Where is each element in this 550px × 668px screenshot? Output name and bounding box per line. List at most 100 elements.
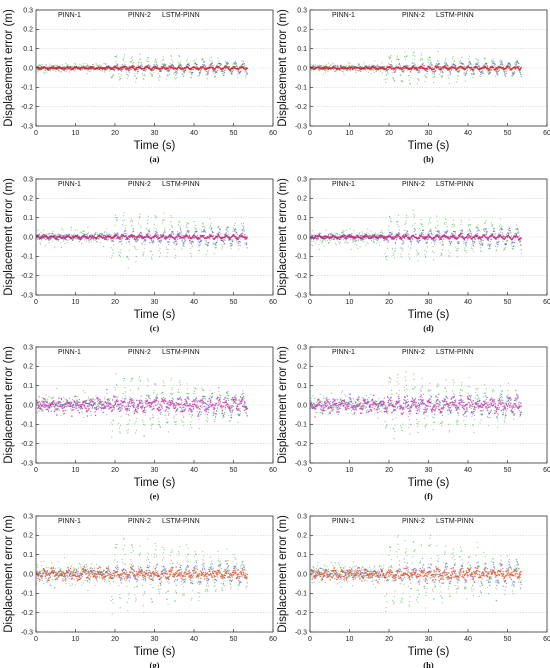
data-point [120, 251, 122, 253]
data-point [495, 75, 497, 78]
data-point [496, 241, 498, 243]
data-point [164, 66, 166, 69]
data-point [402, 240, 404, 243]
data-point [60, 246, 63, 249]
data-point [423, 250, 426, 252]
data-point [51, 240, 54, 242]
data-point [447, 249, 449, 252]
data-point [232, 227, 235, 229]
data-point [431, 64, 433, 66]
data-point [54, 237, 57, 239]
data-point [335, 65, 337, 67]
data-point [484, 58, 486, 60]
legend-label: LSTM-PINN [436, 12, 474, 19]
data-point [482, 72, 484, 74]
data-point [246, 67, 248, 69]
data-point [116, 217, 118, 219]
data-point [120, 249, 122, 251]
data-point [510, 235, 512, 237]
data-point [501, 228, 503, 231]
data-point [127, 257, 129, 259]
data-point [462, 66, 464, 69]
data-point [232, 63, 234, 65]
data-point [459, 63, 461, 65]
data-point [199, 238, 201, 240]
data-point [334, 242, 337, 245]
data-point [442, 242, 444, 244]
data-point [498, 61, 501, 63]
data-point [157, 241, 159, 243]
data-point [458, 71, 460, 73]
data-point [387, 73, 389, 75]
data-point [332, 68, 335, 71]
data-point [324, 71, 327, 73]
data-point [107, 64, 109, 67]
data-point [312, 66, 314, 68]
data-point [98, 65, 100, 67]
data-point [351, 239, 354, 241]
data-point [51, 233, 54, 235]
data-point [465, 245, 467, 247]
data-point [73, 233, 75, 235]
data-point [113, 70, 116, 72]
data-point [181, 239, 183, 241]
data-point [426, 67, 429, 70]
data-point [246, 247, 248, 249]
data-point [377, 239, 379, 242]
data-point [140, 224, 142, 227]
data-point [75, 68, 77, 71]
data-point [244, 65, 246, 67]
data-point [415, 233, 417, 235]
data-point [82, 65, 84, 67]
data-point [327, 62, 329, 64]
data-point [413, 213, 415, 216]
data-point [205, 71, 208, 73]
data-point [183, 71, 185, 73]
data-point [52, 230, 54, 232]
legend-label: PINN-2 [128, 181, 151, 188]
data-point [335, 70, 337, 72]
data-point [191, 245, 193, 247]
data-point [358, 239, 360, 241]
data-point [367, 243, 369, 245]
data-point [391, 231, 393, 233]
data-point [107, 238, 109, 240]
data-point [519, 71, 521, 74]
data-point [327, 70, 329, 73]
data-point [344, 241, 346, 243]
data-point [414, 58, 416, 60]
data-point [85, 65, 88, 67]
data-point [185, 65, 187, 67]
data-point [410, 76, 412, 79]
data-point [115, 218, 118, 221]
data-point [46, 234, 48, 236]
data-point [380, 230, 383, 232]
data-point [87, 232, 90, 234]
data-point [191, 73, 193, 75]
data-point [504, 73, 506, 75]
data-point [201, 59, 203, 61]
data-point [417, 68, 419, 70]
data-point [181, 234, 183, 236]
data-point [137, 233, 139, 235]
data-point [198, 249, 200, 252]
data-point [191, 74, 193, 76]
x-axis-title: Time (s) [134, 140, 176, 152]
data-point [75, 63, 77, 65]
data-point [397, 220, 399, 223]
data-point [149, 233, 151, 235]
data-point [317, 237, 319, 239]
data-point [477, 63, 479, 65]
data-point [186, 222, 188, 224]
data-point [67, 239, 69, 241]
data-point [39, 233, 41, 236]
data-point [235, 62, 237, 64]
data-point [322, 65, 324, 67]
data-point [122, 59, 125, 61]
data-point [502, 232, 504, 234]
data-point [57, 239, 60, 241]
data-point [55, 235, 57, 237]
data-point [43, 238, 45, 240]
data-point [334, 234, 337, 236]
